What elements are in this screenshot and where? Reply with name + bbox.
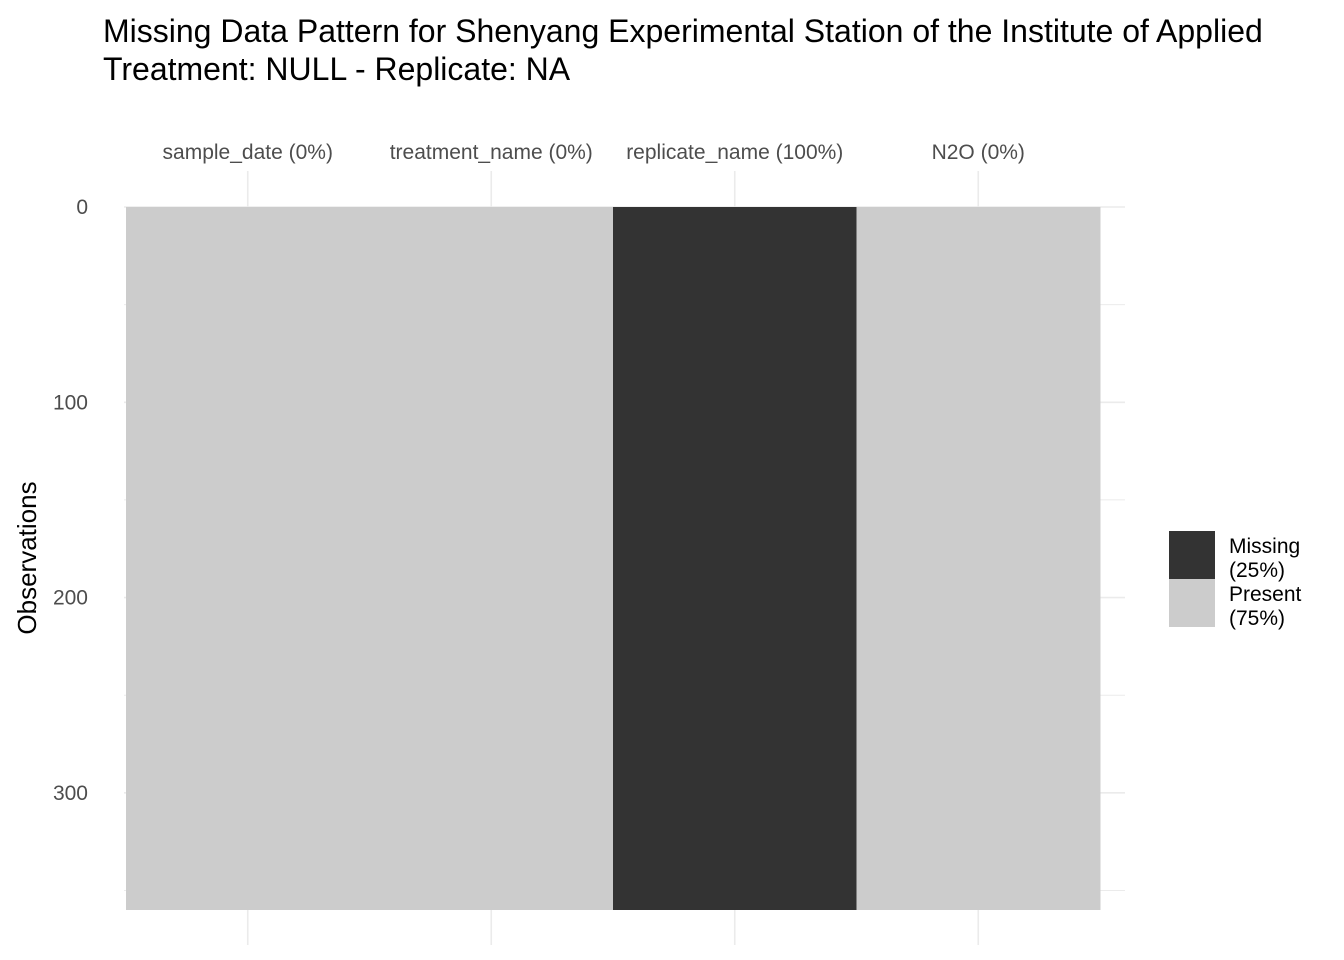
chart-subtitle: Treatment: NULL - Replicate: NA	[103, 51, 571, 87]
present-tile-sample_date	[126, 207, 370, 910]
legend: Missing(25%)Present(75%)	[1169, 531, 1302, 630]
present-tile-treatment_name	[369, 207, 614, 910]
y-tick-label: 200	[53, 587, 88, 610]
y-axis-title: Observations	[12, 481, 42, 634]
column-label-N2O: N2O (0%)	[932, 141, 1025, 164]
missing-pattern-tiles	[126, 207, 1101, 910]
y-tick-label: 300	[53, 782, 88, 805]
chart-title: Missing Data Pattern for Shenyang Experi…	[103, 13, 1263, 49]
legend-pct-missing: (25%)	[1229, 559, 1285, 582]
column-label-sample_date: sample_date (0%)	[163, 141, 333, 164]
legend-label-present: Present	[1229, 583, 1302, 606]
legend-pct-present: (75%)	[1229, 607, 1285, 630]
legend-label-missing: Missing	[1229, 535, 1300, 558]
y-tick-labels: 0 100 200 300	[53, 196, 88, 805]
y-tick-label: 0	[76, 196, 88, 219]
legend-key-missing	[1169, 531, 1215, 579]
chart-title-block: Missing Data Pattern for Shenyang Experi…	[103, 12, 1344, 88]
legend-key-present	[1169, 579, 1215, 627]
present-tile-N2O	[856, 207, 1101, 910]
column-label-treatment_name: treatment_name (0%)	[390, 141, 593, 164]
column-labels: sample_date (0%) treatment_name (0%) repli…	[163, 141, 1025, 164]
column-label-replicate_name: replicate_name (100%)	[626, 141, 843, 164]
y-tick-label: 100	[53, 391, 88, 414]
missing-tile-replicate_name	[613, 207, 857, 910]
